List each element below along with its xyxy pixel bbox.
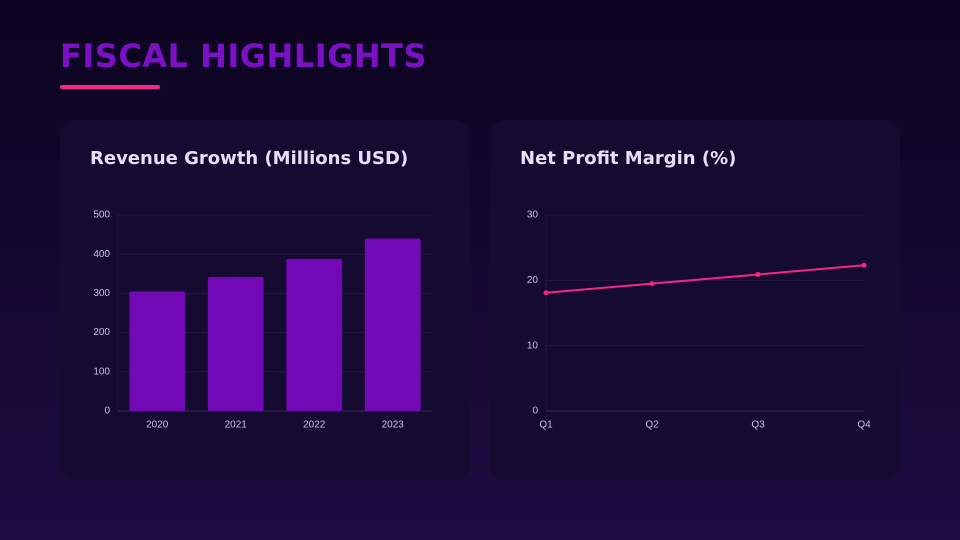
x-tick-label: 2021	[225, 420, 248, 431]
panel	[490, 120, 900, 480]
point	[755, 271, 761, 277]
bar	[129, 291, 186, 411]
y-tick-label: 400	[93, 249, 110, 260]
x-tick-label: Q4	[857, 420, 871, 431]
bar	[364, 238, 421, 411]
line	[545, 264, 865, 294]
point	[649, 281, 655, 287]
y-tick-label: 0	[532, 406, 538, 417]
y-tick-label: 100	[93, 366, 110, 377]
y-tick-label: 20	[527, 275, 539, 286]
chart-title: Net Profit Margin (%)	[520, 148, 736, 169]
y-tick-label: 30	[527, 210, 539, 221]
x-tick-label: 2022	[303, 420, 326, 431]
x-tick-label: Q2	[645, 420, 659, 431]
x-tick-label: 2020	[146, 420, 169, 431]
bar	[207, 276, 264, 411]
y-tick-label: 500	[93, 210, 110, 221]
y-tick-label: 300	[93, 288, 110, 299]
y-tick-label: 0	[104, 406, 110, 417]
chart-title: Revenue Growth (Millions USD)	[90, 148, 408, 169]
point	[861, 262, 867, 268]
x-tick-label: 2023	[382, 420, 405, 431]
title-underline	[60, 85, 160, 89]
page-title: FISCAL HIGHLIGHTS	[60, 37, 427, 75]
x-tick-label: Q3	[751, 420, 765, 431]
y-tick-label: 200	[93, 327, 110, 338]
point	[543, 290, 549, 296]
y-tick-label: 10	[527, 340, 539, 351]
x-tick-label: Q1	[539, 420, 553, 431]
bar	[286, 258, 343, 411]
